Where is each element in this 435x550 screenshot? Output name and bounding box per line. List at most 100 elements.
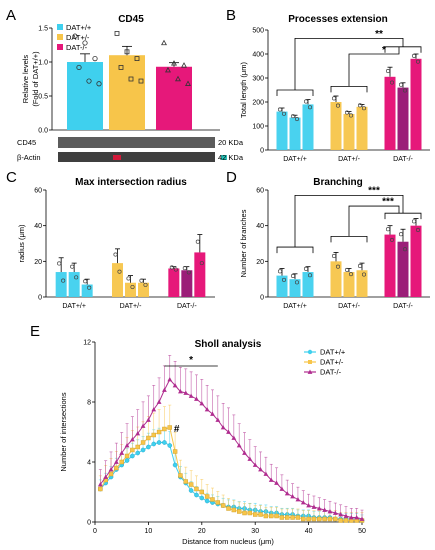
panel-d-bar xyxy=(330,261,342,297)
panel-b-point xyxy=(398,82,404,87)
panel-c-bar xyxy=(112,263,123,297)
panel-d-sig-label: *** xyxy=(368,186,380,197)
panel-d-ylabel: Number of branches xyxy=(239,209,248,277)
panel-a-point xyxy=(165,66,171,73)
panel-b-bar xyxy=(397,87,409,150)
panel-c-point xyxy=(61,278,66,283)
panel-c-x-tick-label: DAT+/- xyxy=(120,303,143,310)
panel-letter-e: E xyxy=(30,323,40,340)
panel-b-y-tick-label: 200 xyxy=(252,100,264,107)
panel-e-ylabel: Number of intersections xyxy=(59,392,68,471)
panel-a-point xyxy=(72,33,78,39)
panel-b-point xyxy=(385,68,391,74)
panel-d-bar xyxy=(343,272,355,297)
panel-d-point xyxy=(294,280,300,285)
blot-marker-red xyxy=(113,155,121,160)
panel-e-series-line xyxy=(99,378,363,520)
panel-c-point xyxy=(117,269,122,274)
panel-d-point xyxy=(348,272,354,277)
panel-e-point-ko xyxy=(124,443,130,448)
panel-b-bar xyxy=(384,76,396,150)
panel-e-point-het xyxy=(285,515,290,520)
panel-b-y-tick-label: 400 xyxy=(252,52,264,59)
panel-b-sig-label: ** xyxy=(375,29,383,40)
blot-kda-cd45: 20 KDa xyxy=(218,138,244,147)
panel-e-x-tick-label: 0 xyxy=(93,528,97,535)
panel-e-point-wt xyxy=(162,440,167,445)
panel-c-y-tick-label: 20 xyxy=(34,259,42,266)
panel-d: Branching Number of branches 0 20 40 60 DAT+/+… xyxy=(239,177,430,310)
panel-a: CD45 Relative levels (Fold of DAT+/+) 0.0 0.… xyxy=(21,14,220,135)
panel-a-point xyxy=(134,56,140,61)
panel-e-point-ko xyxy=(199,401,205,406)
panel-e-point-het xyxy=(194,486,199,492)
panel-a-point xyxy=(114,31,120,36)
panel-e-point-het xyxy=(114,465,119,471)
panel-e-point-ko xyxy=(332,510,338,515)
panel-e-point-ko xyxy=(113,459,119,464)
panel-e-point-het xyxy=(130,447,135,453)
panel-e-point-het xyxy=(167,425,172,430)
panel-d-bar xyxy=(356,270,368,297)
panel-c-x-tick-label: DAT+/+ xyxy=(62,303,86,310)
panel-e-point-het xyxy=(124,453,130,459)
panel-e-point-het xyxy=(119,459,124,465)
panel-a-title: CD45 xyxy=(118,14,144,25)
panel-d-y-tick-label: 60 xyxy=(256,188,264,195)
panel-b-point xyxy=(294,116,300,122)
panel-c-x-tick-label: DAT-/- xyxy=(177,303,197,310)
panel-b-y-tick-label: 300 xyxy=(252,76,264,83)
panel-a-legend-label: DAT-/- xyxy=(66,43,88,52)
panel-e-point-wt xyxy=(124,458,130,463)
panel-e-y-tick-label: 0 xyxy=(87,520,91,527)
panel-b-point xyxy=(290,114,296,119)
panel-d-point xyxy=(357,263,363,269)
panel-e-sig-label: # xyxy=(174,424,180,435)
panel-e-y-tick-label: 8 xyxy=(87,400,91,407)
panel-c-ylabel: radius (μm) xyxy=(17,224,26,263)
panel-e-point-het xyxy=(279,515,285,520)
panel-e-title: Sholl analysis xyxy=(195,339,262,350)
panel-a-point xyxy=(76,64,82,71)
panel-c-bar xyxy=(194,252,206,297)
panel-e-point-het xyxy=(199,489,205,495)
panel-letter-a: A xyxy=(6,7,16,24)
panel-c-point xyxy=(70,264,75,269)
panel-e-point-het xyxy=(269,513,274,519)
panel-e-point-het xyxy=(140,440,146,445)
panel-e-point-ko xyxy=(108,467,114,472)
panel-e-point-ko xyxy=(135,431,141,436)
panel-c-title: Max intersection radius xyxy=(75,177,187,188)
panel-e-point-ko xyxy=(210,411,215,416)
panel-a-point xyxy=(138,78,144,84)
panel-b-x-tick-label: DAT+/- xyxy=(338,156,361,163)
panel-b-x-tick-label: DAT-/- xyxy=(393,156,413,163)
panel-e-point-wt xyxy=(130,453,135,459)
panel-a-point xyxy=(92,55,98,62)
panel-a-point xyxy=(185,80,191,86)
blot-marker-teal xyxy=(221,155,227,160)
panel-e-point-ko xyxy=(316,506,322,511)
panel-e-point-ko xyxy=(327,509,333,514)
blot-label-actin: β-Actin xyxy=(17,153,41,162)
panel-e-point-het xyxy=(156,429,162,435)
panel-letter-d: D xyxy=(226,169,237,186)
panel-c-point xyxy=(83,279,88,284)
panel-c-point xyxy=(57,261,62,266)
panel-a-y-tick-label: 1.0 xyxy=(38,60,48,67)
panel-e-point-het xyxy=(178,473,183,478)
panel-e-point-het xyxy=(338,518,343,523)
panel-b-point xyxy=(389,80,395,85)
panel-e-point-ko xyxy=(354,515,360,520)
panel-e-point-ko xyxy=(258,467,263,472)
panel-e-point-het xyxy=(236,509,242,514)
panel-e-point-ko xyxy=(236,443,242,448)
panel-d-x-tick-label: DAT+/- xyxy=(338,303,361,310)
panel-e-point-ko xyxy=(167,377,173,382)
panel-e-point-ko xyxy=(172,383,178,388)
blot-cd45-band xyxy=(58,137,215,148)
panel-e-point-ko xyxy=(322,507,328,512)
panel-c-y-tick-label: 60 xyxy=(34,188,42,195)
panel-e-point-het xyxy=(258,512,263,517)
panel-a-bar xyxy=(109,55,145,131)
